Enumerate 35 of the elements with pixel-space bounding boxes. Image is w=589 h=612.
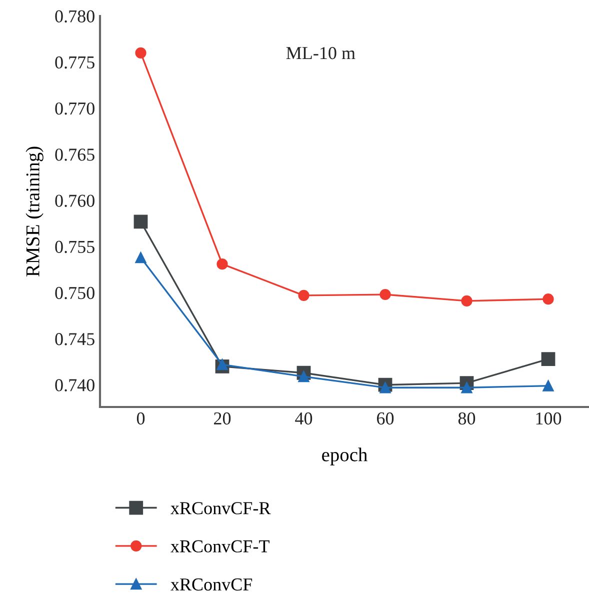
y-tick-label: 0.765 [55,148,94,161]
x-tick-label: 0 [136,412,145,425]
point [542,380,554,392]
point [216,359,228,370]
y-axis-title: RMSE (training) [26,146,44,277]
legend-label: xRConvCF-R [170,502,271,514]
y-tick-label: 0.780 [55,10,94,23]
x-tick-label: 40 [295,412,312,425]
y-tick-label: 0.770 [55,102,94,115]
point [380,382,391,394]
point [542,294,554,305]
y-tick-label: 0.775 [55,56,94,69]
point [298,290,310,301]
y-tick-label: 0.755 [55,240,94,254]
x-tick-label: 80 [458,412,476,425]
y-tick-label: 0.745 [55,333,94,346]
point [380,288,391,300]
x-tick-label: 20 [214,412,231,425]
y-tick-label: 0.740 [55,379,94,392]
legend-label: xRConvCF [170,578,252,591]
point [541,352,556,366]
x-tick-label: 100 [536,412,562,425]
point [216,258,228,270]
y-tick-label: 0.750 [55,286,94,300]
annotation: ML-10 m [286,47,356,60]
point [134,214,148,229]
y-tick-label: 0.760 [55,194,94,207]
point [461,382,472,394]
point [135,47,146,58]
point [135,252,146,264]
point [461,295,472,307]
point [298,371,310,382]
x-axis-title: epoch [322,448,368,466]
x-tick-label: 60 [377,412,394,425]
legend-label: xRConvCF-T [170,540,270,552]
